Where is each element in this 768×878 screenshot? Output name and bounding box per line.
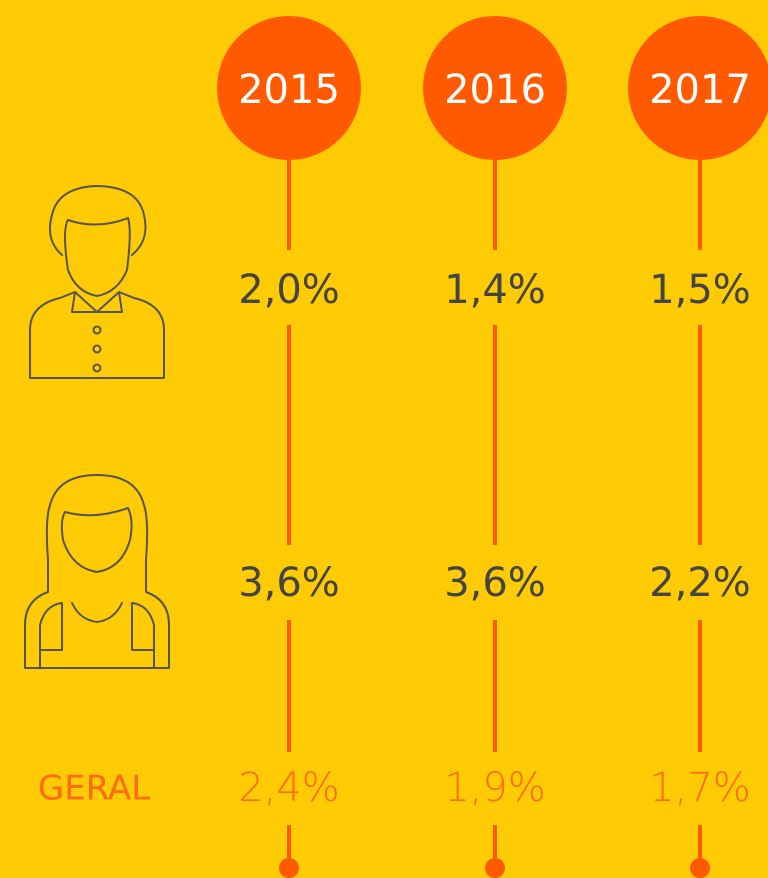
value-label: 1,9% [444, 765, 546, 811]
value-label: 2,4% [238, 765, 340, 811]
end-dot [690, 858, 710, 878]
value-label: 1,4% [444, 267, 546, 313]
year-label: 2015 [238, 67, 340, 113]
end-dot [279, 858, 299, 878]
value-label: 1,7% [649, 765, 751, 811]
man-icon [29, 185, 165, 379]
year-label: 2016 [444, 67, 546, 113]
year-label: 2017 [649, 67, 751, 113]
woman-icon [24, 474, 170, 669]
year-circle [217, 16, 361, 160]
end-dot [485, 858, 505, 878]
value-label: 2,2% [649, 560, 751, 606]
row-label: GERAL [38, 769, 150, 809]
year-circle [628, 16, 768, 160]
value-label: 2,0% [238, 267, 340, 313]
value-label: 3,6% [444, 560, 546, 606]
year-circle [423, 16, 567, 160]
value-label: 1,5% [649, 267, 751, 313]
value-label: 3,6% [238, 560, 340, 606]
